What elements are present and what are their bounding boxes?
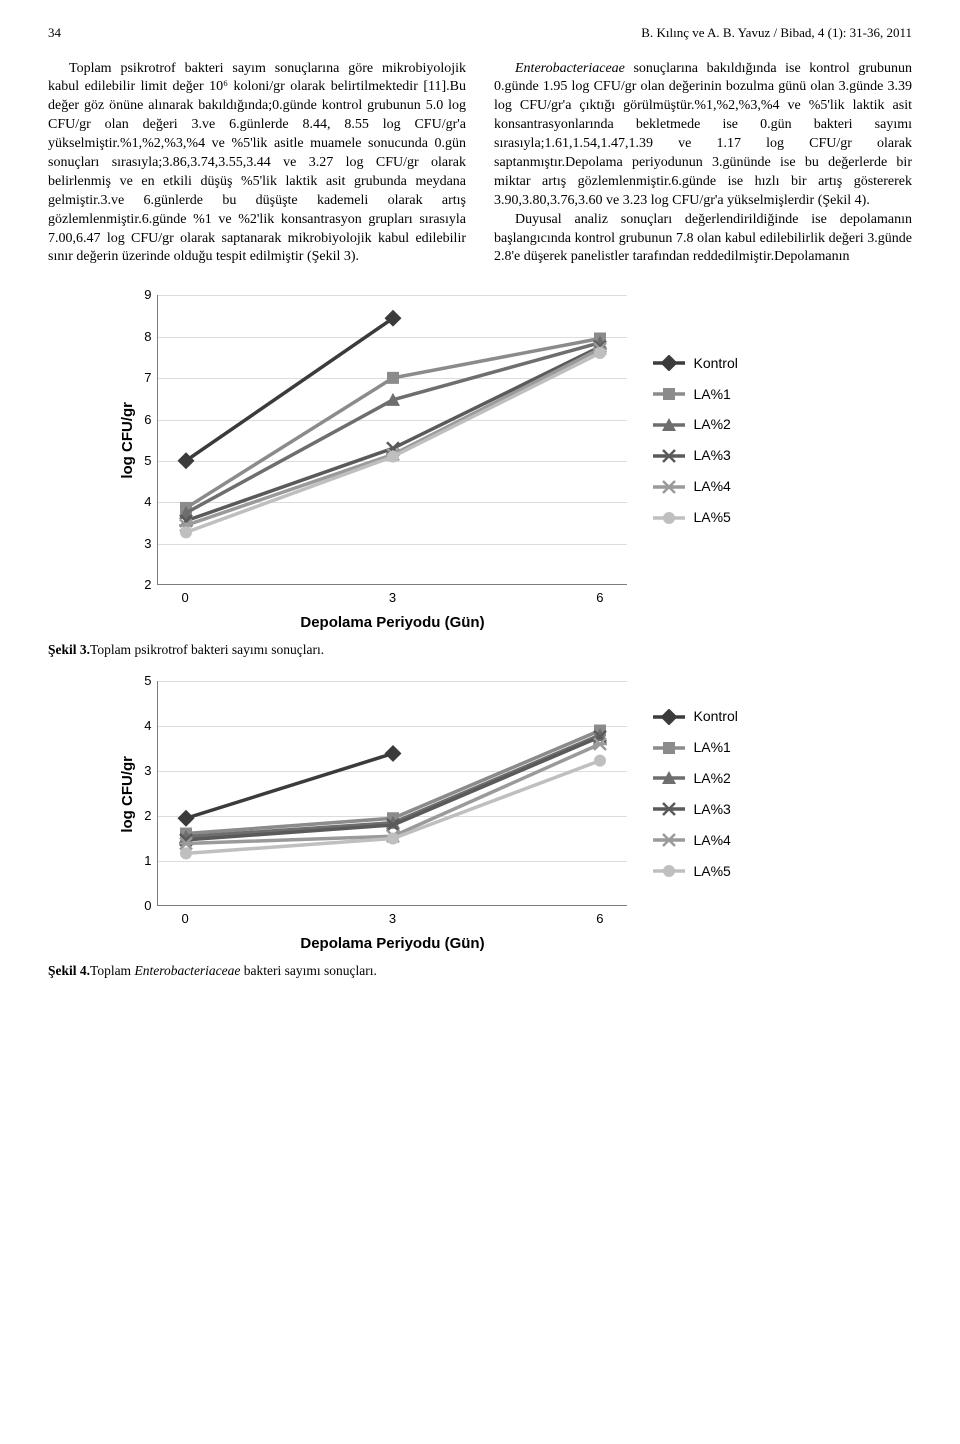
plot-area bbox=[157, 295, 627, 585]
caption3-prefix: Şekil 3. bbox=[48, 642, 90, 657]
data-point bbox=[180, 848, 192, 860]
legend-item: LA%3 bbox=[653, 800, 737, 819]
legend-swatch bbox=[653, 510, 685, 526]
legend-swatch bbox=[653, 386, 685, 402]
x-tick: 0 bbox=[181, 589, 188, 607]
figure-3-caption: Şekil 3.Toplam psikrotrof bakteri sayımı… bbox=[48, 641, 912, 659]
legend-item: LA%1 bbox=[653, 385, 737, 404]
caption4-prefix: Şekil 4. bbox=[48, 963, 90, 978]
data-point bbox=[387, 372, 399, 384]
legend-item: Kontrol bbox=[653, 354, 737, 373]
legend-swatch bbox=[653, 740, 685, 756]
y-ticks: 012345 bbox=[144, 681, 157, 906]
running-header: 34 B. Kılınç ve A. B. Yavuz / Bibad, 4 (… bbox=[48, 24, 912, 42]
legend-swatch bbox=[653, 479, 685, 495]
left-paragraph: Toplam psikrotrof bakteri sayım sonuçlar… bbox=[48, 60, 466, 268]
legend-label: LA%2 bbox=[693, 415, 730, 434]
figure-3: log CFU/gr 23456789 0 3 6 Depolama Periyodu (… bbox=[118, 295, 912, 633]
legend-label: LA%3 bbox=[693, 800, 730, 819]
legend: Kontrol LA%1 LA%2 LA%3 LA%4 LA%5 bbox=[653, 681, 737, 906]
legend-label: LA%5 bbox=[693, 508, 730, 527]
figure-4: log CFU/gr 012345 0 3 6 Depolama Periyodu (Gü… bbox=[118, 681, 912, 954]
legend-label: LA%2 bbox=[693, 769, 730, 788]
legend-swatch bbox=[653, 448, 685, 464]
legend-label: LA%3 bbox=[693, 446, 730, 465]
legend-item: LA%2 bbox=[653, 769, 737, 788]
x-tick: 3 bbox=[389, 589, 396, 607]
legend-swatch bbox=[653, 863, 685, 879]
data-point bbox=[594, 755, 606, 767]
data-point bbox=[594, 347, 606, 359]
legend-swatch bbox=[653, 801, 685, 817]
data-point bbox=[180, 527, 192, 539]
right-paragraph-1-rest: sonuçlarına bakıldığında ise kontrol gru… bbox=[494, 61, 912, 208]
caption4-after: bakteri sayımı sonuçları. bbox=[240, 963, 376, 978]
legend-item: LA%4 bbox=[653, 477, 737, 496]
x-ticks: 0 3 6 bbox=[157, 910, 627, 928]
legend-label: LA%4 bbox=[693, 477, 730, 496]
data-point bbox=[178, 810, 195, 827]
legend-item: LA%5 bbox=[653, 862, 737, 881]
series-line bbox=[186, 319, 393, 462]
legend-label: LA%1 bbox=[693, 385, 730, 404]
x-tick: 3 bbox=[389, 910, 396, 928]
right-paragraph-1: Enterobacteriaceae sonuçlarına bakıldığı… bbox=[494, 60, 912, 211]
x-axis-label: Depolama Periyodu (Gün) bbox=[157, 934, 627, 954]
right-column: Enterobacteriaceae sonuçlarına bakıldığı… bbox=[494, 60, 912, 268]
series-line bbox=[186, 343, 600, 513]
x-ticks: 0 3 6 bbox=[157, 589, 627, 607]
legend-label: LA%4 bbox=[693, 831, 730, 850]
body-columns: Toplam psikrotrof bakteri sayım sonuçlar… bbox=[48, 60, 912, 268]
right-paragraph-2: Duyusal analiz sonuçları değerlendirildi… bbox=[494, 211, 912, 268]
x-axis-label: Depolama Periyodu (Gün) bbox=[157, 613, 627, 633]
caption4-before: Toplam bbox=[90, 963, 134, 978]
legend: Kontrol LA%1 LA%2 LA%3 LA%4 LA%5 bbox=[653, 295, 737, 585]
y-axis-label: log CFU/gr bbox=[118, 402, 138, 479]
series-line bbox=[186, 339, 600, 508]
legend-item: LA%3 bbox=[653, 446, 737, 465]
legend-item: Kontrol bbox=[653, 707, 737, 726]
left-column: Toplam psikrotrof bakteri sayım sonuçlar… bbox=[48, 60, 466, 268]
series-layer bbox=[158, 295, 628, 585]
data-point bbox=[387, 451, 399, 463]
caption4-italic: Enterobacteriaceae bbox=[134, 963, 240, 978]
page-number: 34 bbox=[48, 24, 61, 42]
x-tick: 0 bbox=[181, 910, 188, 928]
x-tick: 6 bbox=[596, 910, 603, 928]
y-axis-label: log CFU/gr bbox=[118, 756, 138, 833]
legend-label: LA%1 bbox=[693, 738, 730, 757]
y-ticks: 23456789 bbox=[144, 295, 157, 585]
series-layer bbox=[158, 681, 628, 906]
legend-item: LA%2 bbox=[653, 415, 737, 434]
legend-item: LA%1 bbox=[653, 738, 737, 757]
legend-item: LA%5 bbox=[653, 508, 737, 527]
plot-area bbox=[157, 681, 627, 906]
legend-swatch bbox=[653, 709, 685, 725]
legend-swatch bbox=[653, 355, 685, 371]
series-line bbox=[186, 754, 393, 819]
data-point bbox=[387, 833, 399, 845]
legend-swatch bbox=[653, 832, 685, 848]
figure-4-caption: Şekil 4.Toplam Enterobacteriaceae bakter… bbox=[48, 962, 912, 980]
legend-swatch bbox=[653, 770, 685, 786]
legend-label: LA%5 bbox=[693, 862, 730, 881]
legend-label: Kontrol bbox=[693, 354, 737, 373]
data-point bbox=[385, 745, 402, 762]
italic-term: Enterobacteriaceae bbox=[515, 61, 625, 76]
chart-3: log CFU/gr 23456789 0 3 6 Depolama Periyodu (… bbox=[118, 295, 912, 633]
chart-4: log CFU/gr 012345 0 3 6 Depolama Periyodu (Gü… bbox=[118, 681, 912, 954]
running-head-text: B. Kılınç ve A. B. Yavuz / Bibad, 4 (1):… bbox=[641, 24, 912, 42]
x-tick: 6 bbox=[596, 589, 603, 607]
caption3-text: Toplam psikrotrof bakteri sayımı sonuçla… bbox=[90, 642, 324, 657]
legend-item: LA%4 bbox=[653, 831, 737, 850]
legend-swatch bbox=[653, 417, 685, 433]
legend-label: Kontrol bbox=[693, 707, 737, 726]
